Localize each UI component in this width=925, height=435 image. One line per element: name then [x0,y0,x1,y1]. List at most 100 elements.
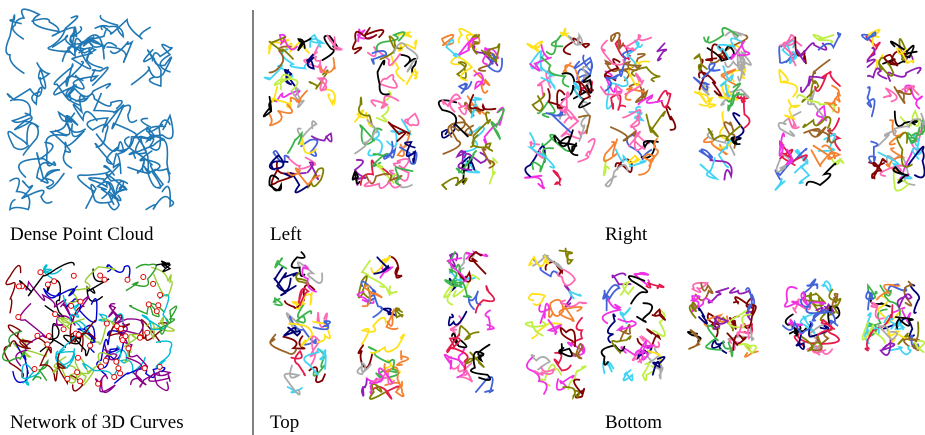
caption: Network of 3D Curves [10,412,184,433]
endpoint [35,333,40,338]
curve [915,341,924,352]
curve [785,287,803,307]
endpoint [112,375,117,380]
curve [386,287,397,295]
endpoint [45,342,50,347]
curve [56,116,85,135]
endpoint [65,376,70,381]
curve [355,120,377,153]
curve [459,82,471,94]
curve [637,303,652,322]
curve [548,320,561,334]
curve [819,33,841,50]
renderings [3,9,925,399]
curve [107,265,130,278]
endpoint [104,321,109,326]
endpoint [53,312,58,317]
curve [560,249,573,264]
curve [527,41,542,51]
curve [446,40,460,57]
curve [109,304,122,323]
curve [658,91,671,108]
curve [459,326,479,340]
endpoint [126,346,131,351]
curve [8,123,38,149]
curve [775,179,784,190]
endpoint [146,302,151,307]
curve [405,114,419,126]
endpoint [45,282,50,287]
endpoint [78,379,83,384]
curve [445,355,463,369]
curve [149,116,173,139]
curve [726,32,745,39]
curve [451,57,472,81]
curve [397,351,409,365]
curve [152,44,172,71]
curve [525,176,544,189]
endpoint [154,309,159,314]
endpoint [118,326,123,331]
curve [547,36,563,55]
endpoint [114,359,119,364]
curve [19,135,67,177]
endpoint [61,327,66,332]
curve [561,300,586,306]
curve [365,28,384,39]
curve [149,371,170,381]
endpoint [157,364,162,369]
endpoint [75,370,80,375]
curve [380,75,397,88]
curve [812,60,829,83]
endpoint [138,335,143,340]
curve [869,142,878,163]
curve [442,94,460,111]
curve [362,380,367,396]
curve [310,35,323,47]
curve [704,28,738,43]
curve [559,307,581,322]
endpoint [16,315,21,320]
curve [73,96,97,121]
curve [283,336,304,348]
curve [307,54,314,69]
curve [578,139,595,162]
endpoint [71,273,76,278]
endpoint [103,358,108,363]
curve [700,158,716,179]
endpoint [99,364,104,369]
endpoint [145,330,150,335]
view-label: Right [605,224,648,245]
curve [447,334,460,351]
curve [485,310,494,329]
view-label: Top [270,412,299,433]
endpoint [32,367,37,372]
curve [22,181,52,203]
curve [779,70,797,97]
curve [476,286,495,313]
curve [8,325,32,349]
curve [822,281,831,291]
curve [362,318,386,344]
view-label: Left [270,224,302,245]
endpoint [102,277,107,282]
endpoint [78,299,83,304]
curve [87,118,108,147]
curve [449,312,467,326]
caption: Dense Point Cloud [10,224,154,245]
endpoint [151,281,156,286]
curve [604,160,609,176]
endpoint [142,366,147,371]
curve [146,186,173,209]
curve [564,38,589,54]
curve [618,319,635,330]
curve [666,106,675,130]
curve [107,41,132,62]
curve [277,273,297,291]
curve [603,298,621,323]
endpoint [16,284,21,289]
curve [884,88,897,102]
endpoint [96,381,101,386]
endpoint [125,277,130,282]
curve [699,308,707,324]
